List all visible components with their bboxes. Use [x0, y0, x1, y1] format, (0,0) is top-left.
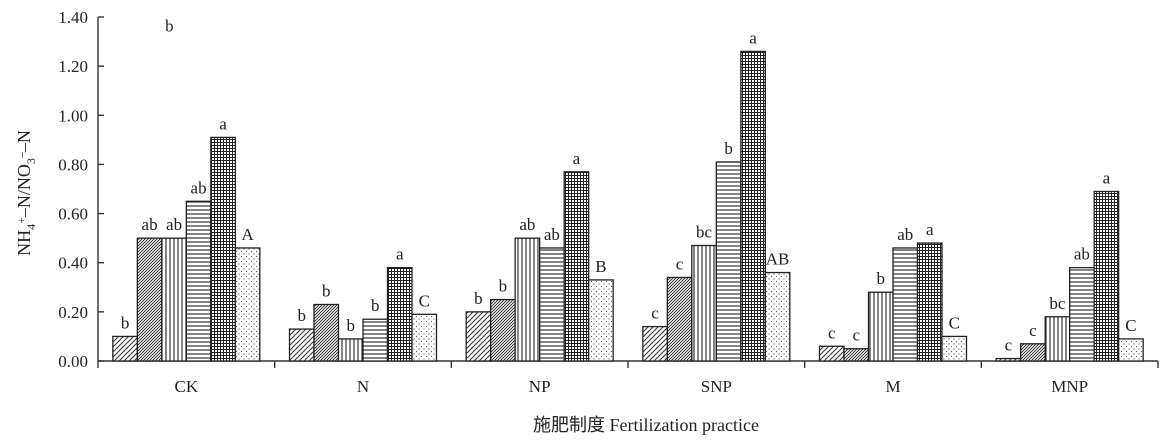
bar: [941, 335, 968, 362]
y-tick-label: 1.20: [58, 57, 88, 76]
bar: [136, 237, 163, 362]
bar: [337, 338, 364, 362]
bar-significance-label: AB: [766, 250, 790, 269]
x-axis-title: 施肥制度 Fertilization practice: [533, 415, 759, 435]
bar: [666, 276, 693, 362]
bar-significance-label: ab: [897, 225, 913, 244]
bar-significance-label: c: [676, 254, 684, 273]
bar: [563, 171, 590, 362]
bar: [362, 318, 389, 362]
x-category-label: NP: [529, 377, 551, 396]
bar: [210, 136, 236, 362]
y-tick-label: 0.20: [58, 303, 88, 322]
bar-significance-label: C: [419, 291, 430, 310]
bar: [892, 247, 919, 362]
x-category-label: N: [357, 377, 369, 396]
bar: [1069, 266, 1095, 362]
bar-significance-label: b: [121, 313, 130, 332]
bar-significance-label: a: [1103, 168, 1111, 187]
annotation-label: b: [165, 16, 174, 35]
bar-significance-label: ab: [544, 225, 560, 244]
x-category-label: MNP: [1051, 377, 1088, 396]
bar: [161, 237, 187, 362]
bar-significance-label: b: [298, 306, 307, 325]
bar: [234, 247, 261, 362]
bar: [1093, 190, 1120, 362]
bar-significance-label: B: [595, 257, 606, 276]
bar-significance-label: c: [828, 323, 836, 342]
bar: [514, 237, 541, 362]
bar-significance-label: b: [474, 289, 483, 308]
bar-significance-label: ab: [191, 178, 207, 197]
bar: [691, 244, 717, 362]
bar-significance-label: b: [499, 277, 508, 296]
bars-group: [112, 50, 1144, 362]
bar: [818, 345, 845, 362]
bar: [1118, 338, 1144, 362]
bar-significance-label: ab: [519, 215, 535, 234]
x-category-label: CK: [175, 377, 199, 396]
bar-significance-label: b: [877, 269, 886, 288]
y-tick-label: 0.40: [58, 254, 88, 273]
y-tick-label: 1.00: [58, 106, 88, 125]
bar: [642, 325, 668, 362]
bar: [411, 313, 438, 362]
x-category-label: SNP: [701, 377, 732, 396]
x-category-label: M: [885, 377, 900, 396]
bar: [916, 242, 943, 362]
bar-significance-label: c: [1029, 321, 1037, 340]
bar-significance-label: b: [724, 139, 733, 158]
bar: [288, 328, 315, 362]
bar: [740, 50, 766, 362]
bar: [185, 200, 212, 362]
bar-significance-label: c: [852, 326, 860, 345]
bar: [1044, 316, 1071, 362]
bar-significance-label: ab: [1074, 245, 1090, 264]
bar-significance-label: ab: [166, 215, 182, 234]
bar-significance-label: a: [926, 220, 934, 239]
bar-significance-label: ab: [142, 215, 158, 234]
bar: [867, 291, 894, 362]
bar-significance-label: a: [573, 149, 581, 168]
bar: [764, 271, 791, 362]
y-tick-label: 0.60: [58, 205, 88, 224]
bar: [539, 247, 565, 362]
bar-significance-label: c: [651, 304, 659, 323]
bar: [465, 311, 492, 362]
bar-significance-label: bc: [696, 223, 713, 242]
bar-significance-label: C: [1125, 316, 1136, 335]
bar: [843, 348, 870, 362]
bar: [995, 357, 1022, 362]
bar: [490, 298, 516, 362]
bar-significance-label: b: [371, 296, 380, 315]
bar: [588, 279, 614, 362]
bar-significance-label: b: [347, 316, 356, 335]
bar-significance-label: a: [749, 28, 757, 47]
bar: [313, 303, 340, 362]
bar-significance-label: bc: [1049, 294, 1066, 313]
bar: [715, 161, 742, 362]
bar-significance-label: b: [322, 281, 331, 300]
bar-significance-label: C: [949, 313, 960, 332]
y-axis-title: NH4+–N/NO3––N: [14, 130, 38, 256]
y-tick-label: 0.00: [58, 352, 88, 371]
y-axis: 0.00 0.20 0.40 0.60 0.80 1.00 1.20 1.40: [58, 8, 104, 371]
bar-significance-label: a: [219, 114, 227, 133]
bar: [112, 335, 138, 362]
bar: [386, 266, 413, 362]
y-tick-label: 0.80: [58, 155, 88, 174]
bar: [1020, 343, 1046, 362]
bar-significance-label: c: [1005, 336, 1013, 355]
bar-significance-label: a: [396, 245, 404, 264]
y-tick-label: 1.40: [58, 8, 88, 27]
x-axis: CK N NP SNP M MNP: [97, 360, 1159, 396]
bar-significance-label: A: [241, 225, 254, 244]
